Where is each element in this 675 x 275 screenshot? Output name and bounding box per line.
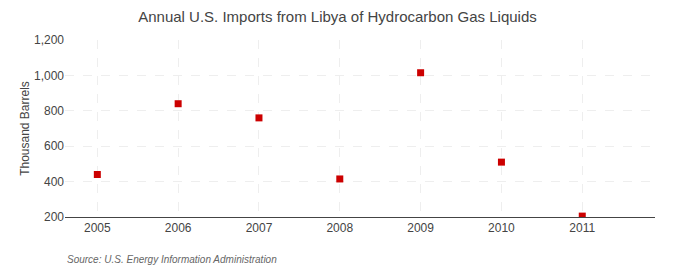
svg-text:600: 600 [44, 139, 64, 153]
svg-text:1,000: 1,000 [34, 69, 64, 83]
svg-text:2009: 2009 [407, 221, 434, 235]
svg-text:2010: 2010 [488, 221, 515, 235]
svg-text:200: 200 [44, 210, 64, 224]
svg-text:2007: 2007 [246, 221, 273, 235]
svg-text:Source: U.S. Energy Informatio: Source: U.S. Energy Information Administ… [67, 254, 277, 265]
svg-text:2011: 2011 [569, 221, 595, 235]
svg-text:Thousand Barrels: Thousand Barrels [18, 81, 32, 176]
svg-text:2006: 2006 [165, 221, 192, 235]
svg-text:Annual U.S. Imports from Libya: Annual U.S. Imports from Libya of Hydroc… [138, 8, 537, 25]
svg-text:1,200: 1,200 [34, 33, 64, 47]
svg-text:2008: 2008 [326, 221, 353, 235]
svg-text:2005: 2005 [84, 221, 111, 235]
svg-text:400: 400 [44, 175, 64, 189]
svg-text:800: 800 [44, 104, 64, 118]
